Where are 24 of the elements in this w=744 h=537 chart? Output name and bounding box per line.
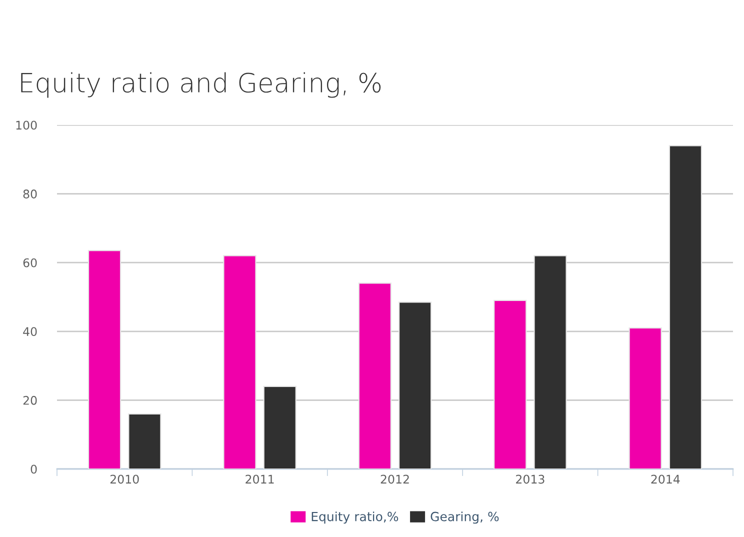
y-tick-label: 80 [23, 190, 37, 198]
bar [223, 255, 256, 469]
x-tick-label: 2010 [110, 474, 139, 484]
bar [534, 255, 567, 469]
y-tick-label: 40 [23, 327, 37, 336]
y-tick-label: 0 [30, 464, 37, 474]
bar [494, 300, 527, 469]
x-tick-label: 2011 [246, 474, 274, 484]
bar [88, 250, 122, 469]
bar [263, 386, 296, 469]
bar [628, 327, 662, 469]
y-tick-label: 20 [23, 396, 37, 405]
y-tick-label: 100 [16, 120, 37, 130]
legend-label: Equity ratio,% [312, 512, 398, 524]
x-tick-label: 2012 [380, 474, 409, 484]
chart-title: Equity ratio and Gearing, % [21, 72, 381, 98]
x-tick-label: 2013 [516, 474, 544, 484]
bar [128, 413, 162, 469]
bar [358, 282, 392, 469]
bar [398, 302, 432, 469]
bar [668, 145, 702, 469]
legend-label: Gearing, % [430, 512, 499, 524]
y-tick-label: 60 [23, 258, 37, 268]
x-tick-label: 2014 [651, 474, 680, 484]
